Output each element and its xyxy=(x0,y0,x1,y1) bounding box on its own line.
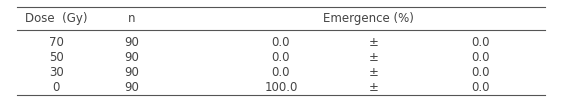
Text: ±: ± xyxy=(369,81,379,94)
Text: 0.0: 0.0 xyxy=(272,51,290,64)
Text: 90: 90 xyxy=(125,66,139,79)
Text: 30: 30 xyxy=(49,66,64,79)
Text: Emergence (%): Emergence (%) xyxy=(323,12,414,25)
Text: Dose  (Gy): Dose (Gy) xyxy=(25,12,88,25)
Text: 90: 90 xyxy=(125,51,139,64)
Text: ±: ± xyxy=(369,51,379,64)
Text: 0.0: 0.0 xyxy=(472,51,490,64)
Text: 0.0: 0.0 xyxy=(472,66,490,79)
Text: ±: ± xyxy=(369,66,379,79)
Text: 0.0: 0.0 xyxy=(272,66,290,79)
Text: 0.0: 0.0 xyxy=(272,36,290,49)
Text: ±: ± xyxy=(369,36,379,49)
Text: n: n xyxy=(128,12,136,25)
Text: 70: 70 xyxy=(49,36,64,49)
Text: 100.0: 100.0 xyxy=(264,81,298,94)
Text: 0.0: 0.0 xyxy=(472,81,490,94)
Text: 50: 50 xyxy=(49,51,64,64)
Text: 0.0: 0.0 xyxy=(472,36,490,49)
Text: 90: 90 xyxy=(125,81,139,94)
Text: 90: 90 xyxy=(125,36,139,49)
Text: 0: 0 xyxy=(52,81,60,94)
